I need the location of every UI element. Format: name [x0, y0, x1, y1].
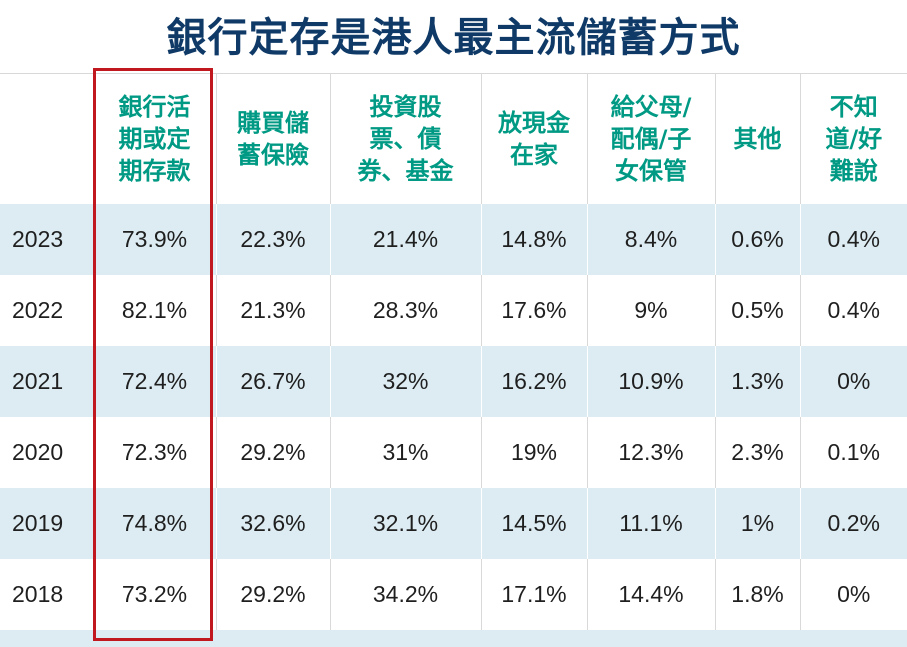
value-cell: 21.4% [329, 204, 481, 275]
value-cell: 72.4% [92, 346, 216, 417]
value-cell: 32% [329, 346, 481, 417]
header-cell-savings-insurance: 購買儲 蓄保險 [215, 74, 330, 204]
value-cell: 21.3% [215, 275, 330, 346]
value-cell: 72.3% [92, 417, 216, 488]
value-cell: 29.2% [215, 417, 330, 488]
value-cell: 0.1% [799, 417, 907, 488]
value-cell: 74.8% [92, 488, 216, 559]
value-cell: 0.2% [799, 488, 907, 559]
value-cell: 0.6% [714, 204, 800, 275]
table-row: 2018 73.2% 29.2% 34.2% 17.1% 14.4% 1.8% 0% [0, 559, 907, 630]
value-cell: 17.1% [480, 559, 587, 630]
table-row: 2022 82.1% 21.3% 28.3% 17.6% 9% 0.5% 0.4% [0, 275, 907, 346]
value-cell: 19% [480, 417, 587, 488]
value-cell: 12.3% [586, 417, 715, 488]
value-cell: 0.4% [799, 204, 907, 275]
value-cell: 1% [714, 488, 800, 559]
header-cell-year [0, 74, 93, 204]
value-cell: 9% [586, 275, 715, 346]
header-cell-cash-at-home: 放現金 在家 [480, 74, 587, 204]
value-cell: 82.1% [92, 275, 216, 346]
value-cell: 14.8% [480, 204, 587, 275]
row-year-cell: 2023 [0, 204, 93, 275]
value-cell: 1.3% [714, 346, 800, 417]
header-label: 銀行活 期或定 期存款 [118, 93, 191, 185]
table-bottom-strip [0, 630, 907, 647]
row-year-cell: 2022 [12, 297, 64, 323]
row-year-cell: 2021 [0, 346, 93, 417]
value-cell: 73.9% [92, 204, 216, 275]
table-row: 2019 74.8% 32.6% 32.1% 14.5% 11.1% 1% 0.2% [0, 488, 907, 559]
row-year-cell: 2019 [0, 488, 93, 559]
value-cell: 0.5% [714, 275, 800, 346]
header-label: 其他 [733, 125, 782, 153]
value-cell: 10.9% [586, 346, 715, 417]
row-year-cell: 2020 [12, 439, 64, 465]
value-cell: 28.3% [329, 275, 481, 346]
header-label: 給父母/ 配偶/子 女保管 [610, 93, 692, 185]
header-label: 投資股 票、債 券、基金 [357, 93, 454, 185]
value-cell: 31% [329, 417, 481, 488]
row-year-cell: 2018 [12, 581, 64, 607]
header-cell-family-custody: 給父母/ 配偶/子 女保管 [586, 74, 715, 204]
value-cell: 14.5% [480, 488, 587, 559]
table-row: 2023 73.9% 22.3% 21.4% 14.8% 8.4% 0.6% 0.4% [0, 204, 907, 275]
header-row: 銀行活 期或定 期存款 購買儲 蓄保險 投資股 票、債 券、基金 放現金 在家 … [0, 74, 907, 204]
header-label: 放現金 在家 [498, 109, 570, 169]
value-cell: 34.2% [329, 559, 481, 630]
value-cell: 17.6% [480, 275, 587, 346]
chart-title: 銀行定存是港人最主流儲蓄方式 [166, 14, 741, 61]
title-divider [0, 73, 907, 74]
header-label: 購買儲 蓄保險 [237, 109, 309, 169]
value-cell: 0% [799, 346, 907, 417]
header-label: 不知 道/好 難說 [825, 93, 883, 185]
value-cell: 22.3% [215, 204, 330, 275]
header-cell-investments: 投資股 票、債 券、基金 [329, 74, 481, 204]
value-cell: 0% [799, 559, 907, 630]
value-cell: 29.2% [215, 559, 330, 630]
savings-table: 銀行活 期或定 期存款 購買儲 蓄保險 投資股 票、債 券、基金 放現金 在家 … [0, 74, 907, 630]
table-row: 2020 72.3% 29.2% 31% 19% 12.3% 2.3% 0.1% [0, 417, 907, 488]
value-cell: 32.6% [215, 488, 330, 559]
table-row: 2021 72.4% 26.7% 32% 16.2% 10.9% 1.3% 0% [0, 346, 907, 417]
value-cell: 32.1% [329, 488, 481, 559]
value-cell: 1.8% [714, 559, 800, 630]
header-cell-bank-deposit: 銀行活 期或定 期存款 [92, 74, 216, 204]
header-cell-dont-know: 不知 道/好 難說 [799, 74, 907, 204]
value-cell: 8.4% [586, 204, 715, 275]
value-cell: 2.3% [714, 417, 800, 488]
header-cell-others: 其他 [714, 74, 800, 204]
value-cell: 11.1% [586, 488, 715, 559]
value-cell: 16.2% [480, 346, 587, 417]
value-cell: 14.4% [586, 559, 715, 630]
value-cell: 0.4% [799, 275, 907, 346]
value-cell: 26.7% [215, 346, 330, 417]
value-cell: 73.2% [92, 559, 216, 630]
